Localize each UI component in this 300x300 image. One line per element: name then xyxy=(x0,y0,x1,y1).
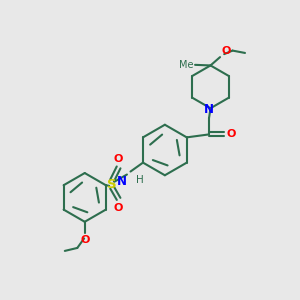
Text: O: O xyxy=(80,236,89,245)
Text: H: H xyxy=(136,175,144,184)
Text: Me: Me xyxy=(179,60,193,70)
Text: N: N xyxy=(204,103,214,116)
Text: O: O xyxy=(226,129,236,140)
Text: O: O xyxy=(114,203,123,213)
Text: O: O xyxy=(114,154,123,164)
Text: S: S xyxy=(107,178,117,190)
Text: N: N xyxy=(117,175,127,188)
Text: O: O xyxy=(221,46,231,56)
